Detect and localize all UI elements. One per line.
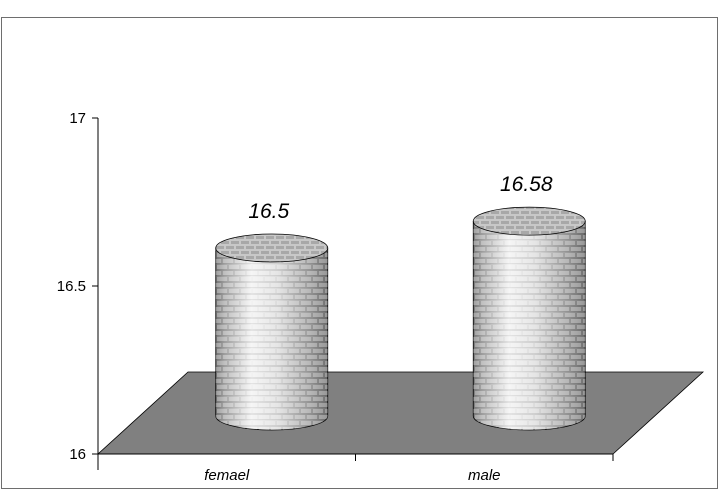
y-tick-label: 16 [69,446,86,463]
axis-layer: 16 16.5 17 femael male [57,110,614,484]
bar-cylinder [472,206,586,431]
bar-cylinder [215,233,329,431]
bar-top [215,233,329,263]
x-tick-label: femael [204,467,250,484]
bars-layer [215,206,586,431]
data-label: 16.5 [248,200,289,223]
labels-layer: 16.5 16.58 [248,173,553,223]
data-label: 16.58 [500,173,553,196]
bar-texture [473,221,586,430]
bar-top [472,206,586,236]
chart-floor [96,371,705,455]
y-tick-label: 16.5 [57,278,86,295]
y-tick-label: 17 [69,110,86,127]
bar-texture [215,248,328,430]
x-tick-label: male [468,467,501,484]
